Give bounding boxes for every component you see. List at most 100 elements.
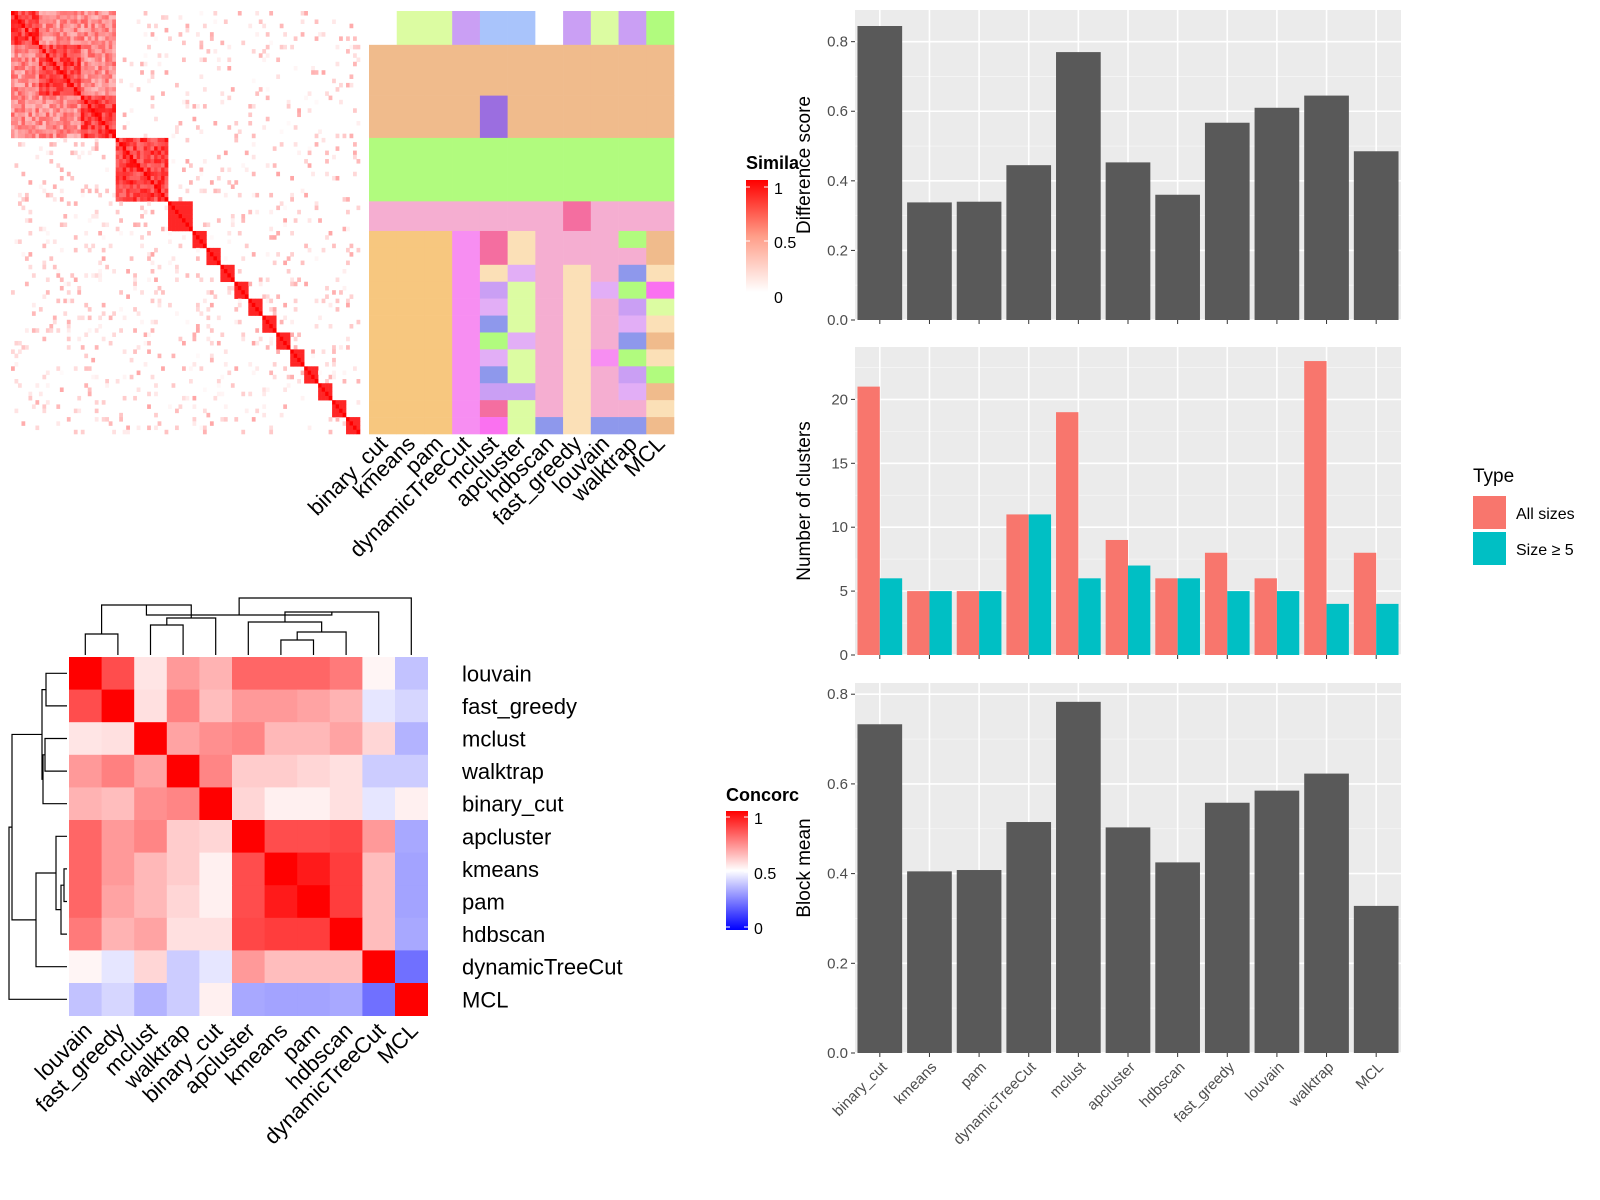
similarity-cell <box>56 36 61 41</box>
similarity-cell <box>251 340 256 346</box>
cluster-assignment-cell <box>369 366 398 384</box>
cluster-assignment-cell <box>590 383 619 401</box>
similarity-cell <box>59 112 64 118</box>
cluster-assignment-cell <box>618 230 647 249</box>
bar-x-tick-label: louvain <box>1242 1059 1288 1105</box>
similarity-cell <box>42 36 47 41</box>
similarity-cell <box>101 70 106 75</box>
similarity-cell <box>108 19 113 24</box>
similarity-cell <box>73 104 78 109</box>
similarity-cell <box>87 104 92 109</box>
similarity-cell <box>119 201 123 206</box>
similarity-cell <box>56 133 61 139</box>
similarity-cell <box>342 379 347 384</box>
similarity-cell <box>188 366 193 371</box>
similarity-cell <box>49 95 54 101</box>
similarity-cell <box>35 104 40 109</box>
similarity-cell <box>185 159 190 164</box>
similarity-cell <box>70 108 75 113</box>
similarity-cell <box>244 150 249 156</box>
similarity-cell <box>17 104 22 109</box>
similarity-cell <box>24 78 29 84</box>
similarity-cell <box>14 23 19 29</box>
similarity-cell <box>94 61 99 67</box>
cluster-assignment-cell <box>618 349 647 367</box>
similarity-cell <box>63 53 68 58</box>
similarity-cell <box>63 112 68 118</box>
similarity-cell <box>31 82 36 88</box>
similarity-cell <box>31 70 36 75</box>
similarity-cell <box>73 366 78 371</box>
concordance-row-label: MCL <box>462 987 508 1012</box>
similarity-cell <box>220 167 225 173</box>
concordance-row-label: hdbscan <box>462 922 545 947</box>
similarity-cell <box>59 74 64 79</box>
similarity-cell <box>70 120 75 126</box>
similarity-cell <box>94 87 99 92</box>
cluster-assignment-cell <box>479 95 508 139</box>
similarity-cell <box>325 150 329 156</box>
similarity-legend-tick: 0.5 <box>774 235 796 252</box>
similarity-cell <box>73 214 78 219</box>
cluster-assignment-cell <box>618 298 647 316</box>
similarity-cell <box>304 370 308 376</box>
similarity-cell <box>101 417 106 422</box>
similarity-cell <box>42 57 47 63</box>
similarity-cell <box>209 277 214 283</box>
similarity-cell <box>105 49 110 54</box>
similarity-cell <box>70 104 75 109</box>
similarity-cell <box>279 336 284 342</box>
block-mean-bar <box>1155 862 1200 1053</box>
similarity-cell <box>91 273 96 278</box>
similarity-cell <box>356 120 361 126</box>
similarity-cell <box>77 285 82 291</box>
similarity-cell <box>49 53 54 58</box>
similarity-cell <box>318 387 322 392</box>
similarity-cell <box>283 366 288 371</box>
similarity-cell <box>52 70 57 75</box>
similarity-cell <box>59 11 64 16</box>
similarity-cell <box>35 40 40 46</box>
similarity-cell <box>84 95 89 101</box>
similarity-cell <box>112 91 116 96</box>
similarity-cell <box>21 82 26 88</box>
similarity-cell <box>98 104 103 109</box>
similarity-cell <box>147 184 151 189</box>
similarity-cell <box>52 40 57 46</box>
cluster-assignment-cell <box>424 137 453 202</box>
similarity-cell <box>202 298 207 304</box>
similarity-cell <box>199 230 204 236</box>
similarity-cell <box>77 91 82 96</box>
similarity-cell <box>101 222 106 228</box>
similarity-cell <box>45 192 50 198</box>
cluster-assignment-cell <box>618 332 647 350</box>
similarity-cell <box>17 74 22 79</box>
similarity-cell <box>293 349 298 354</box>
similarity-cell <box>332 362 336 367</box>
similarity-cell <box>70 150 75 156</box>
similarity-cell <box>335 417 340 422</box>
similarity-cell <box>147 391 151 397</box>
similarity-cell <box>94 57 99 63</box>
similarity-cell <box>227 290 232 295</box>
similarity-cell <box>286 332 291 338</box>
similarity-cell <box>28 129 33 134</box>
similarity-cell <box>80 315 85 321</box>
similarity-cell <box>94 23 99 29</box>
concordance-cell <box>232 917 265 951</box>
concordance-cell <box>69 820 102 853</box>
concordance-cell <box>362 754 396 788</box>
similarity-cell <box>108 53 113 58</box>
similarity-cell <box>11 104 15 109</box>
similarity-cell <box>24 53 29 58</box>
similarity-cell <box>314 36 319 41</box>
similarity-cell <box>300 188 305 194</box>
similarity-cell <box>66 95 71 101</box>
similarity-cell <box>38 82 43 88</box>
similarity-cell <box>28 49 33 54</box>
y-tick-label: 0 <box>840 647 848 664</box>
similarity-cell <box>42 116 47 122</box>
similarity-cell <box>195 247 200 253</box>
similarity-cell <box>98 74 103 79</box>
